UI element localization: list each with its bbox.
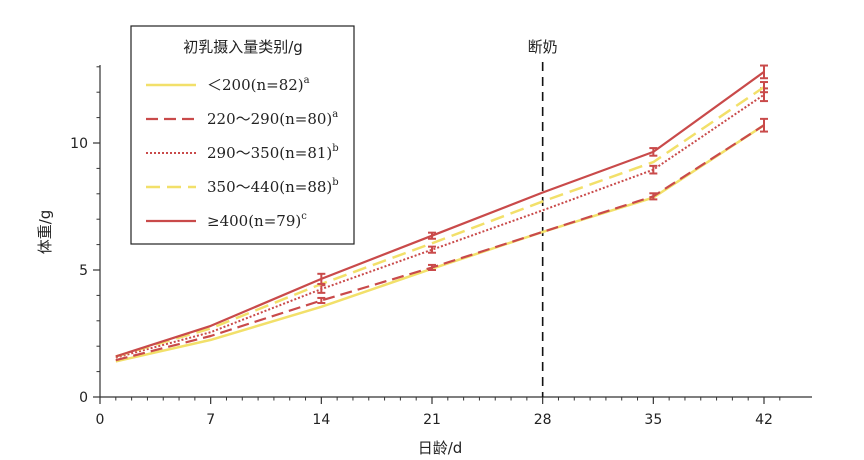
y-tick-label: 10 — [70, 136, 88, 152]
x-tick-label: 35 — [644, 412, 662, 428]
x-tick-label: 14 — [312, 412, 330, 428]
x-axis-title: 日龄/d — [418, 439, 463, 457]
series-4 — [115, 81, 768, 358]
legend-item: ＜200(n=82)a — [146, 75, 310, 94]
error-bar — [760, 117, 768, 133]
error-bar — [760, 64, 768, 80]
x-tick-label: 21 — [423, 412, 441, 428]
legend-item: ≥400(n=79)c — [146, 211, 307, 230]
weaning-label: 断奶 — [528, 38, 558, 56]
legend-item: 350～440(n=88)b — [146, 177, 339, 196]
error-bar — [428, 263, 436, 271]
legend-box — [130, 25, 355, 245]
error-bar — [649, 147, 658, 157]
y-tick-label: 5 — [79, 263, 88, 279]
series-5 — [115, 64, 768, 358]
series-line — [115, 86, 765, 358]
legend-item: 290～350(n=81)b — [146, 143, 339, 162]
x-tick-label: 42 — [755, 412, 773, 428]
legend-label: 290～350(n=81)b — [207, 143, 339, 162]
error-bar — [649, 164, 658, 175]
legend-title: 初乳摄入量类别/g — [183, 38, 303, 56]
x-tick-label: 0 — [96, 412, 105, 428]
x-tick-label: 28 — [534, 412, 552, 428]
legend-label: ＜200(n=82)a — [207, 75, 310, 94]
error-bar — [760, 81, 768, 94]
series-2 — [115, 117, 768, 362]
legend-label: 350～440(n=88)b — [207, 177, 339, 196]
error-bar — [317, 296, 326, 305]
error-bar — [317, 272, 326, 285]
error-bar — [428, 231, 436, 240]
y-axis-title: 体重/g — [36, 210, 54, 255]
legend: 初乳摄入量类别/g ＜200(n=82)a 220～290(n=80)a 290～3… — [130, 25, 355, 245]
legend-item: 220～290(n=80)a — [146, 109, 338, 128]
y-tick-label: 0 — [79, 390, 88, 406]
legend-label: ≥400(n=79)c — [207, 211, 307, 230]
axes — [99, 65, 812, 398]
x-tick-label: 7 — [206, 412, 215, 428]
error-bar — [649, 192, 658, 201]
error-bar — [428, 245, 436, 254]
legend-label: 220～290(n=80)a — [207, 109, 338, 128]
